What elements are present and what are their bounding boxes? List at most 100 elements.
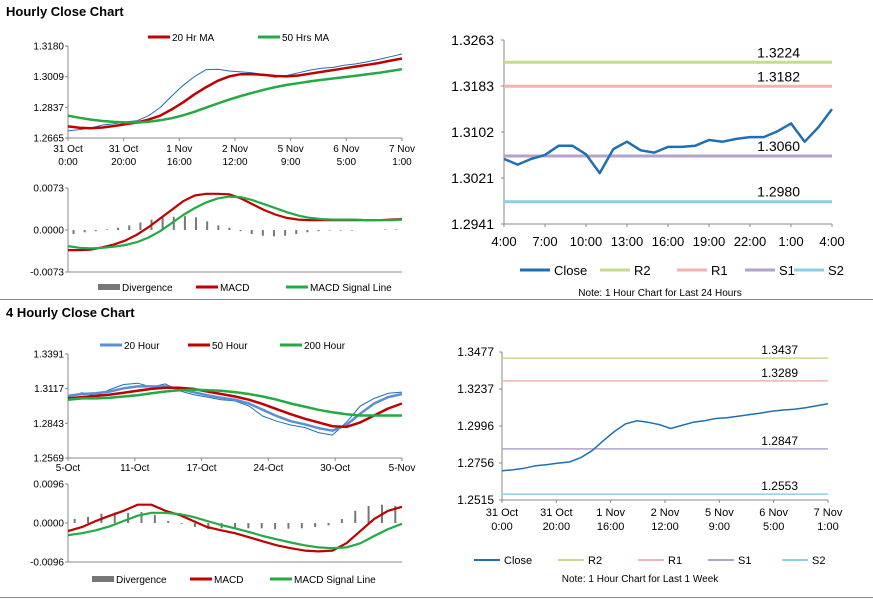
- level-label-s2: 1.2980: [757, 184, 800, 200]
- x-tick-label: 31 Oct: [540, 507, 572, 519]
- x-tick-label: 24-Oct: [253, 463, 283, 474]
- series-20-hour: [67, 385, 403, 432]
- legend-label-macd-signal-line: MACD Signal Line: [294, 575, 376, 586]
- y-tick-label: 0.0096: [33, 480, 64, 491]
- x-tick-label: 7 Nov: [389, 144, 415, 155]
- y-tick-label: 1.3237: [457, 382, 494, 396]
- legend-label-r2: R2: [588, 555, 602, 567]
- x-tick-label: 0:00: [58, 157, 78, 168]
- legend-label-close: Close: [554, 263, 587, 278]
- x-tick-label: 0:00: [491, 521, 512, 533]
- legend-label-close: Close: [504, 555, 532, 567]
- chart-note: Note: 1 Hour Chart for Last 24 Hours: [578, 288, 741, 299]
- series-macd-signal-line: [67, 511, 403, 550]
- x-tick-label: 30-Oct: [320, 463, 350, 474]
- four-hourly-section-title: 4 Hourly Close Chart: [6, 305, 135, 320]
- x-tick-label: 31 Oct: [53, 144, 83, 155]
- x-tick-label: 31 Oct: [109, 144, 139, 155]
- y-tick-label: 1.3117: [34, 384, 64, 395]
- x-tick-label: 1:00: [817, 521, 838, 533]
- legend-label-s2: S2: [812, 555, 825, 567]
- y-tick-label: 1.2756: [457, 456, 494, 470]
- y-tick-label: 1.2665: [33, 134, 64, 145]
- x-tick-label: 31 Oct: [486, 507, 518, 519]
- y-tick-label: 1.3263: [451, 32, 494, 48]
- legend-label-macd: MACD: [220, 283, 249, 294]
- legend-label-divergence: Divergence: [122, 283, 173, 294]
- x-tick-label: 5:00: [337, 157, 357, 168]
- x-tick-label: 1 Nov: [596, 507, 625, 519]
- x-tick-label: 4:00: [819, 234, 844, 249]
- legend-label-r1: R1: [668, 555, 682, 567]
- section-divider: [0, 299, 873, 300]
- x-tick-label: 12:00: [651, 521, 679, 533]
- x-tick-label: 7:00: [532, 234, 557, 249]
- x-tick-label: 9:00: [281, 157, 301, 168]
- x-tick-label: 17-Oct: [187, 463, 217, 474]
- y-tick-label: 1.3102: [451, 124, 494, 140]
- y-tick-label: 1.3477: [457, 345, 494, 359]
- legend-label-r1: R1: [711, 263, 728, 278]
- series-macd: [67, 503, 403, 553]
- legend-label-50-hrs-ma: 50 Hrs MA: [282, 33, 330, 44]
- x-tick-label: 4:00: [491, 234, 516, 249]
- y-tick-label: 0.0000: [33, 226, 64, 237]
- series-close: [501, 403, 829, 472]
- x-tick-label: 5:00: [763, 521, 784, 533]
- legend-label-20-hour: 20 Hour: [124, 341, 160, 352]
- x-tick-label: 2 Nov: [222, 144, 248, 155]
- legend-swatch-divergence: [98, 284, 120, 290]
- y-tick-label: -0.0073: [30, 268, 64, 279]
- series-200-hour: [67, 388, 402, 417]
- hourly-section-title: Hourly Close Chart: [6, 4, 124, 19]
- x-tick-label: 10:00: [570, 234, 603, 249]
- hourly-levels-chart: 1.3263 1.3183 1.3102 1.3021 1.2941 4:00 7:00 10…: [451, 32, 844, 299]
- series-close: [503, 108, 834, 175]
- x-tick-label: 5-Oct: [56, 463, 81, 474]
- legend-label-r2: R2: [634, 263, 651, 278]
- level-label-r2: 1.3437: [761, 343, 798, 357]
- x-tick-label: 1:00: [392, 157, 412, 168]
- level-label-s2: 1.2553: [761, 479, 798, 493]
- x-tick-label: 1 Nov: [166, 144, 192, 155]
- x-tick-label: 13:00: [611, 234, 644, 249]
- legend-label-s1: S1: [738, 555, 751, 567]
- legend-label-s1: S1: [779, 263, 795, 278]
- x-tick-label: 16:00: [597, 521, 625, 533]
- x-tick-label: 12:00: [222, 157, 247, 168]
- four-hourly-macd-chart: 0.0096 0.0000 -0.0096 Divergence MACD MACD Si…: [30, 480, 403, 586]
- x-tick-label: 20:00: [543, 521, 571, 533]
- x-tick-label: 11-Oct: [120, 463, 149, 474]
- legend-label-50-hour: 50 Hour: [212, 341, 248, 352]
- series-50-hour: [67, 386, 403, 429]
- y-tick-label: 1.3021: [451, 170, 494, 186]
- x-tick-label: 5 Nov: [278, 144, 304, 155]
- legend-label-divergence: Divergence: [116, 575, 167, 586]
- x-tick-label: 22:00: [734, 234, 767, 249]
- y-tick-label: 1.2996: [457, 419, 494, 433]
- legend-label-macd: MACD: [214, 575, 243, 586]
- series-20-hr-ma: [67, 57, 403, 130]
- y-tick-label: 0.0073: [33, 184, 64, 195]
- y-tick-label: 1.2837: [33, 103, 64, 114]
- chart-note: Note: 1 Hour Chart for Last 1 Week: [562, 574, 720, 585]
- x-tick-label: 20:00: [111, 157, 136, 168]
- legend-label-20-hr-ma: 20 Hr MA: [172, 33, 215, 44]
- legend-label-macd-signal-line: MACD Signal Line: [310, 283, 392, 294]
- y-tick-label: 0.0000: [33, 519, 64, 530]
- legend-label-200-hour: 200 Hour: [304, 341, 346, 352]
- level-label-s1: 1.2847: [761, 434, 798, 448]
- x-tick-label: 6 Nov: [333, 144, 359, 155]
- x-tick-label: 2 Nov: [651, 507, 680, 519]
- level-label-r1: 1.3182: [757, 68, 800, 84]
- y-tick-label: 1.3183: [451, 78, 494, 94]
- level-label-r2: 1.3224: [757, 44, 800, 60]
- x-tick-label: 19:00: [693, 234, 726, 249]
- x-tick-label: 16:00: [167, 157, 192, 168]
- level-label-s1: 1.3060: [757, 138, 800, 154]
- y-tick-label: 1.2941: [451, 216, 494, 232]
- y-tick-label: 1.3180: [33, 42, 64, 53]
- series-macd: [68, 192, 403, 252]
